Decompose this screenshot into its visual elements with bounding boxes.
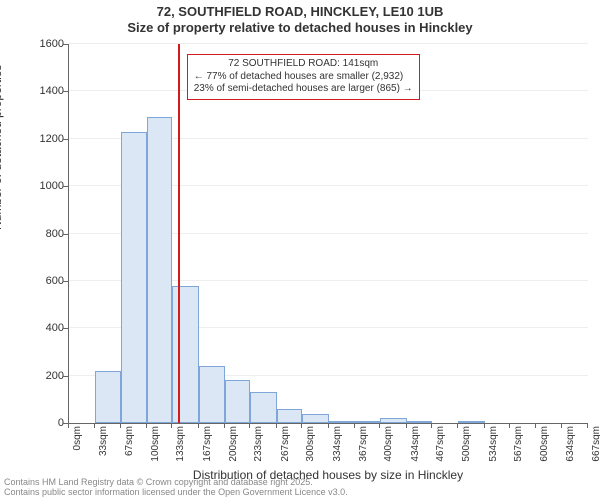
x-tick-label: 300sqm <box>305 426 316 462</box>
annotation-line: 23% of semi-detached houses are larger (… <box>194 83 413 96</box>
x-tick-label: 634sqm <box>565 426 576 462</box>
y-tick-mark <box>63 234 68 235</box>
histogram-bar <box>225 380 251 423</box>
y-tick-label: 1000 <box>24 180 64 192</box>
x-tick-label: 33sqm <box>98 426 109 456</box>
annotation-box: 72 SOUTHFIELD ROAD: 141sqm← 77% of detac… <box>187 54 420 100</box>
y-tick-mark <box>63 186 68 187</box>
x-tick-label: 267sqm <box>280 426 291 462</box>
y-tick-mark <box>63 376 68 377</box>
x-tick-mark <box>68 423 69 428</box>
y-tick-label: 200 <box>24 370 64 382</box>
y-tick-label: 400 <box>24 322 64 334</box>
x-tick-mark <box>249 423 250 428</box>
y-tick-mark <box>63 44 68 45</box>
chart-container: 72, SOUTHFIELD ROAD, HINCKLEY, LE10 1UB … <box>0 0 600 500</box>
chart-title-line1: 72, SOUTHFIELD ROAD, HINCKLEY, LE10 1UB <box>0 4 600 19</box>
y-tick-label: 1600 <box>24 38 64 50</box>
histogram-bar <box>302 414 328 423</box>
y-tick-mark <box>63 139 68 140</box>
x-tick-mark <box>171 423 172 428</box>
annotation-line: 72 SOUTHFIELD ROAD: 141sqm <box>194 58 413 71</box>
x-tick-label: 0sqm <box>72 426 83 450</box>
y-tick-mark <box>63 281 68 282</box>
x-tick-mark <box>587 423 588 428</box>
x-tick-mark <box>224 423 225 428</box>
x-tick-mark <box>484 423 485 428</box>
histogram-bar <box>95 371 121 423</box>
histogram-bar <box>380 418 406 423</box>
y-axis-label: Number of detached properties <box>0 65 4 230</box>
x-tick-mark <box>146 423 147 428</box>
x-tick-mark <box>120 423 121 428</box>
footer-line2: Contains public sector information licen… <box>4 488 348 498</box>
y-tick-mark <box>63 328 68 329</box>
x-tick-label: 567sqm <box>513 426 524 462</box>
x-tick-mark <box>379 423 380 428</box>
x-tick-mark <box>198 423 199 428</box>
x-tick-label: 167sqm <box>202 426 213 462</box>
histogram-bar <box>147 117 173 423</box>
histogram-bar <box>458 421 484 423</box>
x-tick-mark <box>301 423 302 428</box>
y-tick-label: 1400 <box>24 85 64 97</box>
x-tick-label: 100sqm <box>150 426 161 462</box>
histogram-bar <box>250 392 276 423</box>
grid-line <box>69 43 588 44</box>
plot-area: 72 SOUTHFIELD ROAD: 141sqm← 77% of detac… <box>68 44 588 424</box>
y-tick-label: 0 <box>24 417 64 429</box>
y-tick-label: 800 <box>24 228 64 240</box>
x-tick-mark <box>509 423 510 428</box>
x-tick-label: 667sqm <box>591 426 600 462</box>
x-tick-label: 534sqm <box>488 426 499 462</box>
x-tick-mark <box>561 423 562 428</box>
reference-line <box>178 44 180 423</box>
y-tick-label: 1200 <box>24 133 64 145</box>
x-tick-label: 200sqm <box>228 426 239 462</box>
chart-title-line2: Size of property relative to detached ho… <box>0 20 600 35</box>
y-tick-label: 600 <box>24 275 64 287</box>
histogram-bar <box>277 409 303 423</box>
x-tick-label: 67sqm <box>124 426 135 456</box>
y-tick-mark <box>63 91 68 92</box>
x-tick-label: 500sqm <box>461 426 472 462</box>
x-tick-mark <box>276 423 277 428</box>
x-tick-label: 133sqm <box>175 426 186 462</box>
x-tick-label: 434sqm <box>410 426 421 462</box>
histogram-bar <box>121 132 147 423</box>
histogram-bar <box>407 421 433 423</box>
chart-footer: Contains HM Land Registry data © Crown c… <box>4 478 348 498</box>
x-tick-label: 467sqm <box>435 426 446 462</box>
x-tick-mark <box>431 423 432 428</box>
histogram-bar <box>355 421 381 423</box>
x-tick-label: 400sqm <box>383 426 394 462</box>
histogram-bar <box>329 421 355 423</box>
x-tick-mark <box>535 423 536 428</box>
annotation-line: ← 77% of detached houses are smaller (2,… <box>194 71 413 84</box>
x-tick-label: 334sqm <box>332 426 343 462</box>
x-tick-label: 600sqm <box>539 426 550 462</box>
x-tick-label: 367sqm <box>358 426 369 462</box>
x-tick-mark <box>406 423 407 428</box>
x-tick-label: 233sqm <box>253 426 264 462</box>
x-tick-mark <box>94 423 95 428</box>
x-tick-mark <box>354 423 355 428</box>
histogram-bar <box>172 286 198 423</box>
histogram-bar <box>199 366 225 423</box>
x-tick-mark <box>457 423 458 428</box>
x-tick-mark <box>328 423 329 428</box>
